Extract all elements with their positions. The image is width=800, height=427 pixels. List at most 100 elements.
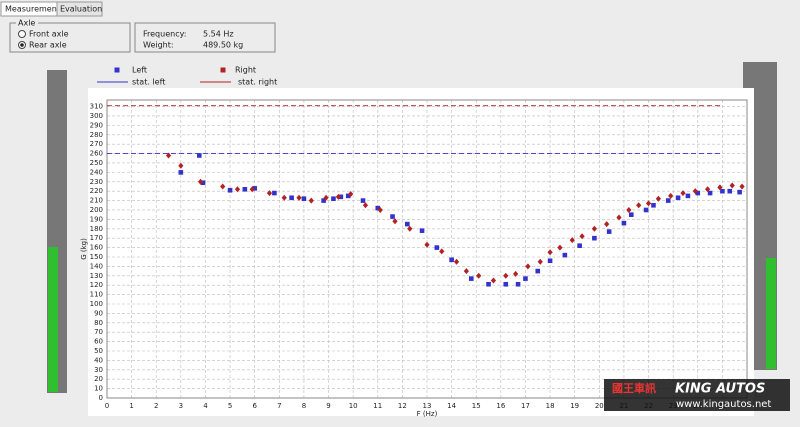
point	[360, 198, 366, 203]
point	[272, 190, 277, 196]
point	[503, 272, 509, 279]
point	[424, 241, 430, 248]
point	[626, 206, 632, 213]
point	[197, 178, 204, 185]
point	[301, 196, 307, 202]
info-label: Weight:	[143, 41, 174, 50]
x-tick-label: 6	[252, 402, 257, 410]
x-tick-label: 20	[595, 402, 604, 410]
y-tick-label: 100	[90, 300, 103, 308]
point	[591, 225, 597, 232]
point	[727, 188, 733, 194]
point	[289, 195, 294, 201]
point	[537, 258, 543, 265]
level-fill	[48, 247, 58, 392]
plot-area	[88, 88, 754, 416]
radio-label[interactable]: Rear axle	[29, 41, 67, 50]
y-tick-label: 210	[90, 197, 103, 205]
y-tick-label: 230	[90, 178, 103, 186]
point	[668, 192, 674, 199]
point	[629, 212, 634, 217]
point	[621, 220, 627, 226]
point	[707, 190, 713, 196]
point	[449, 257, 454, 263]
group-title-bg	[16, 18, 38, 28]
radio[interactable]	[18, 30, 26, 38]
watermark-name: KING AUTOS	[675, 382, 765, 397]
point	[434, 245, 440, 250]
point	[665, 198, 671, 203]
point	[390, 214, 395, 219]
point	[200, 180, 206, 186]
point	[463, 268, 469, 275]
y-tick-label: 90	[94, 309, 103, 317]
y-tick-label: 80	[94, 319, 103, 327]
point	[515, 281, 521, 287]
info-value: 489.50 kg	[203, 41, 243, 50]
point	[579, 233, 585, 240]
x-tick-label: 17	[521, 402, 530, 410]
x-tick-label: 11	[373, 402, 382, 410]
point	[165, 152, 172, 159]
y-tick-label: 50	[94, 347, 103, 355]
point	[335, 193, 341, 200]
point	[469, 276, 474, 281]
x-tick-label: 15	[472, 402, 481, 410]
y-tick-label: 130	[90, 272, 103, 280]
point	[692, 188, 698, 195]
x-tick-label: 2	[154, 402, 158, 410]
group-title: Axle	[18, 19, 35, 28]
point	[476, 272, 482, 279]
legend-label: Right	[235, 66, 256, 75]
point	[525, 263, 531, 270]
point	[331, 196, 336, 202]
x-tick-label: 16	[496, 402, 505, 410]
point	[569, 237, 575, 244]
point	[490, 277, 497, 284]
point	[680, 190, 686, 197]
point	[655, 195, 661, 202]
y-tick-label: 270	[90, 140, 103, 148]
point	[296, 194, 302, 201]
info-label: Frequency:	[143, 30, 186, 39]
point	[178, 170, 184, 175]
point	[739, 183, 745, 190]
point	[503, 281, 509, 287]
point	[178, 162, 184, 169]
watermark-bg	[604, 379, 790, 411]
point	[651, 202, 656, 208]
point	[227, 187, 233, 193]
point	[220, 183, 226, 190]
y-tick-label: 150	[90, 253, 103, 261]
x-tick-label: 7	[277, 402, 281, 410]
point	[308, 197, 314, 204]
point	[592, 235, 597, 241]
y-tick-label: 280	[90, 131, 103, 139]
x-tick-label: 14	[447, 402, 456, 410]
y-tick-label: 10	[94, 385, 103, 393]
tab-label[interactable]: Measurement	[5, 5, 60, 14]
point	[439, 248, 445, 255]
x-tick-label: 19	[570, 402, 579, 410]
radio-dot	[20, 43, 24, 47]
watermark-url: www.kingautos.net	[676, 399, 771, 410]
point	[643, 207, 649, 213]
tab-label[interactable]: Evaluation	[60, 5, 102, 14]
radio-label[interactable]: Front axle	[29, 30, 69, 39]
y-tick-label: 190	[90, 215, 103, 223]
point	[345, 193, 351, 199]
info-value: 5.54 Hz	[203, 30, 234, 39]
x-tick-label: 5	[228, 402, 232, 410]
tab[interactable]	[56, 1, 103, 17]
x-tick-label: 0	[105, 402, 109, 410]
legend: stat. left stat. right Left Right	[97, 66, 277, 87]
legend-label: stat. left	[132, 78, 165, 87]
point	[348, 191, 354, 198]
y-axis-label: G (kg)	[80, 238, 88, 260]
point	[547, 258, 553, 264]
point	[419, 228, 425, 233]
point	[535, 268, 541, 274]
y-tick-label: 260	[90, 150, 103, 158]
